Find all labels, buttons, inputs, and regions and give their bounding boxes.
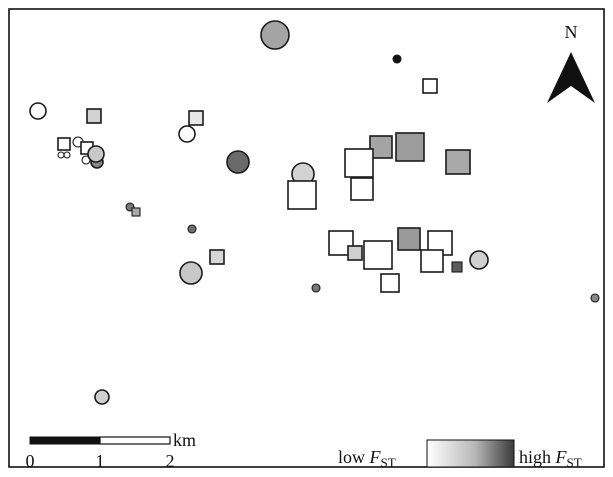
site-circle-marker	[311, 283, 321, 293]
site-square-marker	[86, 108, 102, 124]
site-circle-marker	[178, 125, 196, 143]
fst-gradient-bar	[426, 439, 515, 468]
site-square-marker	[380, 273, 400, 293]
site-square-marker	[397, 227, 421, 251]
site-circle-marker	[94, 389, 110, 405]
site-square-marker	[287, 180, 317, 210]
site-square-marker	[209, 249, 225, 265]
site-square-marker	[347, 245, 363, 261]
north-arrow-left-half	[547, 52, 571, 103]
site-square-marker	[188, 110, 204, 126]
scale-bar-dark-segment	[29, 436, 101, 445]
site-square-marker	[131, 207, 141, 217]
scale-tick-0: 0	[26, 451, 35, 471]
site-circle-marker	[63, 151, 71, 159]
site-square-marker	[395, 132, 425, 162]
scale-unit: km	[173, 430, 196, 450]
site-circle-marker	[29, 102, 47, 120]
scale-tick-1: 1	[96, 451, 105, 471]
site-square-marker	[422, 78, 438, 94]
site-circle-marker	[260, 20, 290, 50]
legend-high-label: high FST	[519, 447, 582, 470]
scale-bar-light-segment	[99, 436, 171, 445]
site-circle-marker	[187, 224, 197, 234]
site-circle-marker	[590, 293, 600, 303]
legend-low-label: low FST	[338, 447, 396, 470]
site-square-marker	[420, 249, 444, 273]
site-square-marker	[369, 135, 393, 159]
site-square-marker	[344, 148, 374, 178]
site-circle-marker	[392, 54, 402, 64]
site-circle-marker	[57, 151, 65, 159]
scale-bar: km 0 1 2	[26, 430, 197, 471]
site-circle-marker	[179, 261, 203, 285]
sample-sites	[29, 20, 600, 405]
site-circle-marker	[87, 145, 105, 163]
fst-legend: low FST high FST	[338, 439, 582, 470]
scale-tick-2: 2	[166, 451, 175, 471]
site-square-marker	[451, 261, 463, 273]
site-circle-marker	[469, 250, 489, 270]
north-arrow-right-half	[571, 52, 595, 103]
north-label: N	[565, 22, 578, 42]
legend-high-word: high	[519, 447, 556, 467]
map-frame	[8, 8, 605, 468]
north-arrow: N	[547, 22, 595, 103]
site-square-marker	[350, 177, 374, 201]
legend-high-stat: F	[555, 447, 568, 467]
site-square-marker	[363, 240, 393, 270]
site-square-marker	[445, 149, 471, 175]
legend-low-word: low	[338, 447, 370, 467]
site-square-marker	[57, 137, 71, 151]
legend-low-subscript: ST	[381, 455, 396, 470]
site-circle-marker	[226, 150, 250, 174]
legend-high-subscript: ST	[567, 455, 582, 470]
legend-low-stat: F	[369, 447, 382, 467]
